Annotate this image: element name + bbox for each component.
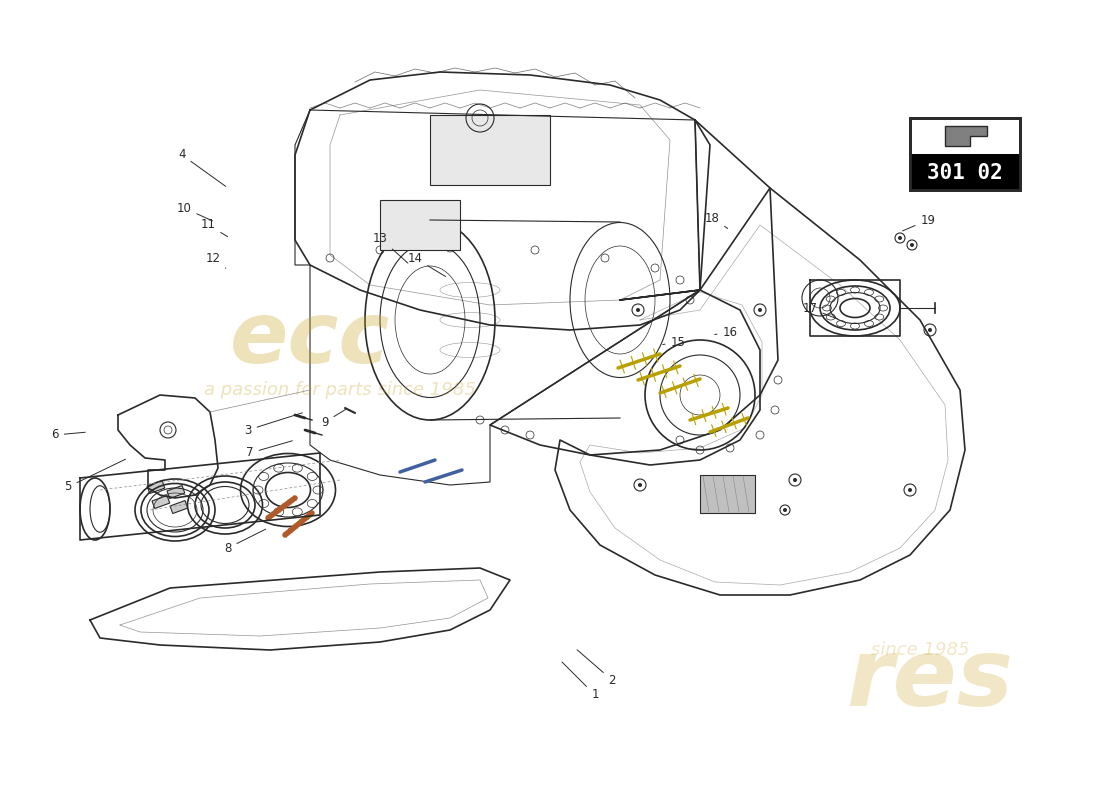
Circle shape xyxy=(636,308,640,312)
Circle shape xyxy=(783,508,786,512)
Text: 301 02: 301 02 xyxy=(927,163,1003,183)
Bar xyxy=(147,481,165,494)
Circle shape xyxy=(758,308,762,312)
Polygon shape xyxy=(945,126,987,146)
Text: 19: 19 xyxy=(903,214,935,231)
Text: 1: 1 xyxy=(562,662,598,702)
Circle shape xyxy=(928,328,932,332)
Bar xyxy=(430,115,550,185)
Circle shape xyxy=(638,483,642,487)
Bar xyxy=(700,475,755,513)
Text: 4: 4 xyxy=(178,149,226,186)
Text: 14: 14 xyxy=(407,251,446,277)
Text: 11: 11 xyxy=(200,218,228,237)
Text: 10: 10 xyxy=(177,202,212,221)
Text: 17: 17 xyxy=(803,302,837,319)
Bar xyxy=(910,154,1020,190)
Text: 7: 7 xyxy=(246,441,293,459)
Circle shape xyxy=(908,488,912,492)
Text: 12: 12 xyxy=(206,251,225,268)
Bar xyxy=(152,495,169,509)
Text: ecc: ecc xyxy=(230,298,390,382)
Text: 9: 9 xyxy=(321,410,345,429)
Circle shape xyxy=(898,236,902,240)
Text: 5: 5 xyxy=(64,459,125,494)
Bar xyxy=(170,501,188,514)
FancyBboxPatch shape xyxy=(910,118,1020,190)
Text: 2: 2 xyxy=(578,650,616,686)
Text: 8: 8 xyxy=(224,530,265,554)
Text: 18: 18 xyxy=(705,211,728,229)
Text: a passion for parts since 1985: a passion for parts since 1985 xyxy=(205,381,476,399)
Text: 6: 6 xyxy=(52,429,85,442)
Bar xyxy=(167,486,185,498)
Text: 3: 3 xyxy=(244,413,303,437)
Text: 15: 15 xyxy=(662,335,685,349)
Circle shape xyxy=(910,243,914,247)
Text: since 1985: since 1985 xyxy=(871,641,969,659)
Circle shape xyxy=(793,478,798,482)
Text: 13: 13 xyxy=(373,231,408,263)
Text: 16: 16 xyxy=(715,326,737,338)
Bar xyxy=(379,200,460,250)
Text: res: res xyxy=(847,634,1013,726)
